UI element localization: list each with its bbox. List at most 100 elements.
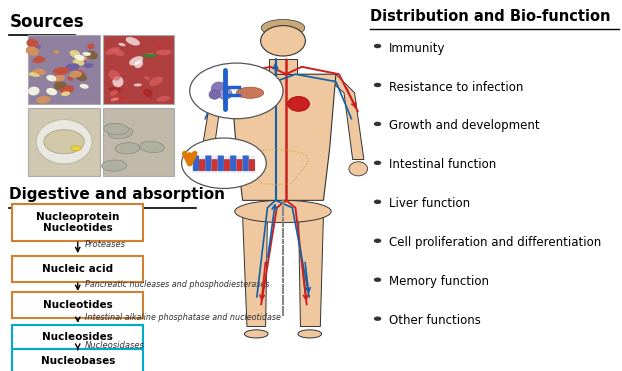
Circle shape	[374, 278, 381, 282]
Ellipse shape	[70, 50, 80, 58]
Ellipse shape	[157, 45, 165, 50]
Ellipse shape	[218, 88, 232, 99]
Text: Cell proliferation and differentiation: Cell proliferation and differentiation	[389, 236, 601, 249]
Ellipse shape	[87, 43, 95, 49]
Ellipse shape	[73, 70, 85, 78]
Ellipse shape	[53, 67, 70, 75]
Ellipse shape	[157, 96, 170, 101]
Text: Nucleoprotein
Nucleotides: Nucleoprotein Nucleotides	[36, 212, 119, 233]
Text: Digestive and absorption: Digestive and absorption	[9, 187, 225, 202]
Ellipse shape	[26, 46, 39, 56]
Ellipse shape	[82, 52, 91, 56]
Text: Growth and development: Growth and development	[389, 119, 539, 132]
Ellipse shape	[236, 87, 264, 98]
Circle shape	[374, 239, 381, 243]
Ellipse shape	[86, 50, 98, 59]
Ellipse shape	[144, 76, 150, 80]
Ellipse shape	[53, 74, 65, 82]
FancyBboxPatch shape	[243, 155, 249, 171]
Ellipse shape	[83, 63, 94, 68]
Ellipse shape	[27, 39, 39, 48]
Ellipse shape	[35, 56, 45, 62]
Text: Intestinal function: Intestinal function	[389, 158, 496, 171]
Ellipse shape	[72, 71, 80, 75]
Ellipse shape	[126, 37, 140, 46]
Ellipse shape	[54, 82, 67, 87]
FancyBboxPatch shape	[218, 155, 224, 171]
Circle shape	[374, 200, 381, 204]
Ellipse shape	[298, 330, 322, 338]
Ellipse shape	[156, 50, 172, 55]
Ellipse shape	[44, 129, 85, 154]
FancyBboxPatch shape	[205, 155, 211, 171]
Ellipse shape	[101, 160, 126, 171]
FancyBboxPatch shape	[103, 35, 174, 104]
Ellipse shape	[110, 98, 119, 101]
Circle shape	[374, 161, 381, 165]
FancyBboxPatch shape	[269, 59, 297, 74]
Ellipse shape	[80, 84, 88, 89]
Polygon shape	[199, 74, 239, 167]
Text: Pancreatic nucleases and phosphodiesterases: Pancreatic nucleases and phosphodiestera…	[85, 279, 269, 289]
Ellipse shape	[141, 54, 157, 58]
Ellipse shape	[143, 89, 152, 97]
Ellipse shape	[244, 330, 268, 338]
Ellipse shape	[109, 70, 120, 81]
Ellipse shape	[261, 26, 305, 56]
Ellipse shape	[53, 83, 63, 91]
Ellipse shape	[70, 146, 81, 151]
Circle shape	[190, 63, 283, 119]
Ellipse shape	[235, 200, 331, 223]
Ellipse shape	[32, 69, 46, 75]
Ellipse shape	[36, 119, 92, 164]
Text: Nucleic acid: Nucleic acid	[42, 264, 113, 274]
FancyBboxPatch shape	[230, 155, 236, 171]
Text: Immunity: Immunity	[389, 42, 445, 55]
Text: Memory function: Memory function	[389, 275, 489, 288]
FancyBboxPatch shape	[193, 155, 199, 171]
Ellipse shape	[108, 127, 132, 139]
Ellipse shape	[60, 85, 74, 94]
Ellipse shape	[134, 83, 142, 86]
Ellipse shape	[134, 60, 143, 68]
Ellipse shape	[28, 86, 40, 95]
Circle shape	[374, 316, 381, 321]
Text: Liver function: Liver function	[389, 197, 470, 210]
Ellipse shape	[209, 90, 220, 99]
FancyBboxPatch shape	[12, 204, 143, 241]
Ellipse shape	[29, 72, 37, 76]
Ellipse shape	[287, 96, 310, 111]
Ellipse shape	[196, 171, 215, 185]
Text: Other functions: Other functions	[389, 314, 481, 327]
Ellipse shape	[211, 82, 227, 96]
Ellipse shape	[149, 77, 163, 86]
FancyBboxPatch shape	[12, 349, 143, 371]
FancyBboxPatch shape	[236, 159, 243, 171]
Ellipse shape	[46, 88, 57, 95]
Text: Nucleotides: Nucleotides	[43, 300, 113, 310]
Circle shape	[374, 83, 381, 87]
FancyBboxPatch shape	[211, 159, 218, 171]
Text: Intestinal alkaline phosphatase and nucleotidase: Intestinal alkaline phosphatase and nucl…	[85, 313, 281, 322]
Text: Nucleosides: Nucleosides	[42, 332, 113, 342]
Ellipse shape	[147, 53, 155, 56]
Polygon shape	[243, 215, 267, 326]
Ellipse shape	[65, 63, 80, 71]
Polygon shape	[299, 215, 323, 326]
Text: Sources: Sources	[9, 13, 84, 31]
Text: Nucleosidases: Nucleosidases	[85, 341, 145, 350]
Text: Distribution and Bio-function: Distribution and Bio-function	[370, 9, 611, 24]
Polygon shape	[327, 74, 364, 160]
Ellipse shape	[113, 76, 123, 87]
Ellipse shape	[70, 71, 82, 78]
Ellipse shape	[78, 60, 86, 66]
Text: Resistance to infection: Resistance to infection	[389, 81, 523, 93]
Ellipse shape	[115, 96, 125, 100]
FancyBboxPatch shape	[12, 292, 143, 318]
FancyBboxPatch shape	[28, 108, 100, 176]
Ellipse shape	[119, 43, 126, 46]
FancyBboxPatch shape	[28, 35, 100, 104]
Circle shape	[182, 138, 266, 188]
Ellipse shape	[33, 45, 41, 49]
Ellipse shape	[261, 19, 305, 36]
